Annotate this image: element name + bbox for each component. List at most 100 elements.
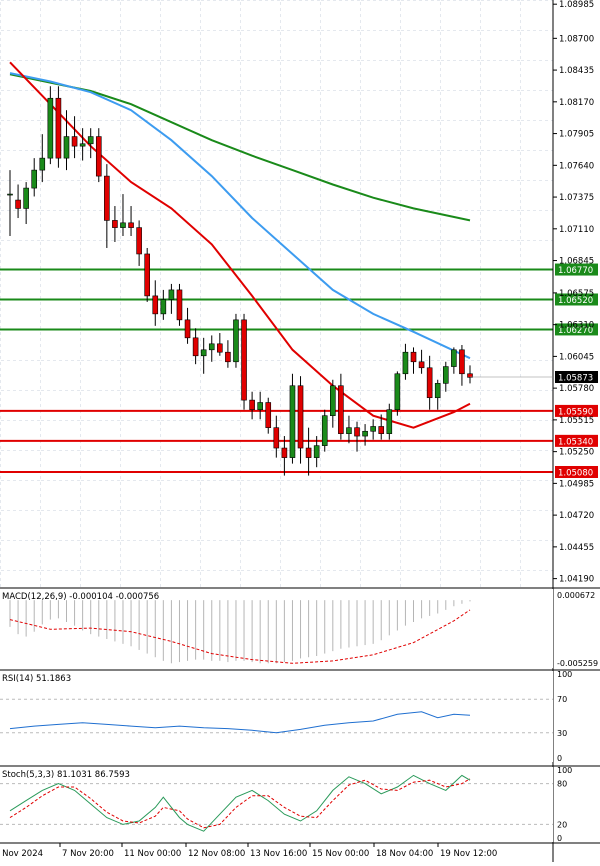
price-tick-label: 1.06310 xyxy=(559,321,594,331)
bull-candle xyxy=(208,343,215,351)
price-tick-label: 1.07110 xyxy=(559,225,594,235)
bull-candle xyxy=(346,427,352,434)
bear-candle xyxy=(467,373,473,378)
bull-candle xyxy=(313,445,320,458)
bear-candle xyxy=(410,351,417,363)
bull-candle xyxy=(47,97,54,159)
level-price-label: 1.06270 xyxy=(558,326,593,336)
bear-candle xyxy=(241,319,247,401)
time-tick-label: 19 Nov 12:00 xyxy=(440,849,497,859)
stoch-axis-label: 100 xyxy=(557,766,572,775)
bull-candle xyxy=(370,426,376,432)
price-tick-label: 1.04455 xyxy=(559,543,594,553)
time-tick-label: 7 Nov 20:00 xyxy=(62,849,114,859)
macd-signal-line xyxy=(9,609,471,664)
bear-candle xyxy=(136,227,142,255)
time-tick-label: 6 Nov 2024 xyxy=(0,849,43,859)
price-tick-label: 1.08985 xyxy=(559,0,594,10)
price-tick-label: 1.05780 xyxy=(559,384,594,394)
bear-candle xyxy=(217,343,223,353)
bull-candle xyxy=(120,222,126,228)
rsi-axis-label: 70 xyxy=(557,695,567,704)
time-tick-label: 11 Nov 00:00 xyxy=(124,849,181,859)
price-tick-label: 1.05250 xyxy=(559,448,594,458)
bear-candle xyxy=(273,427,280,449)
bear-candle xyxy=(354,427,360,437)
price-tick-label: 1.06575 xyxy=(559,289,594,299)
stoch-axis-label: 0 xyxy=(557,834,562,843)
bear-candle xyxy=(104,175,110,221)
price-tick-label: 1.08700 xyxy=(559,34,594,44)
bull-candle xyxy=(160,299,167,315)
bear-candle xyxy=(144,253,150,297)
level-price-label: 1.05590 xyxy=(558,407,593,417)
bear-candle xyxy=(192,337,199,357)
price-tick-label: 1.07640 xyxy=(559,161,594,171)
bear-candle xyxy=(426,367,433,399)
bull-candle xyxy=(23,187,29,209)
bull-candle xyxy=(402,351,409,375)
bear-candle xyxy=(297,385,304,449)
bull-candle xyxy=(434,383,441,399)
bear-candle xyxy=(71,136,78,147)
level-price-label: 1.05080 xyxy=(558,468,593,478)
time-tick-label: 18 Nov 04:00 xyxy=(376,849,433,859)
price-tick-label: 1.08435 xyxy=(559,66,594,76)
level-price-tag xyxy=(555,434,598,447)
macd-title: MACD(12,26,9) -0.000104 -0.000756 xyxy=(2,592,159,602)
bull-candle xyxy=(394,373,401,411)
price-tick-label: 1.05515 xyxy=(559,416,594,426)
price-tick-label: 1.07375 xyxy=(559,193,594,203)
level-price-label: 1.06520 xyxy=(558,296,593,306)
bull-candle xyxy=(386,409,393,434)
bear-candle xyxy=(281,447,288,458)
bear-candle xyxy=(152,295,159,315)
stoch-axis-label: 20 xyxy=(557,820,567,829)
bull-candle xyxy=(7,193,13,196)
bear-candle xyxy=(15,199,21,209)
stoch-title: Stoch(5,3,3) 81.1031 86.7593 xyxy=(2,770,130,780)
price-tick-label: 1.06045 xyxy=(559,352,594,362)
bear-candle xyxy=(338,385,344,434)
bear-candle xyxy=(176,289,183,321)
bull-candle xyxy=(87,136,94,145)
bear-candle xyxy=(249,399,255,411)
bear-candle xyxy=(459,349,465,375)
price-tick-label: 1.08170 xyxy=(559,98,594,108)
level-price-tag xyxy=(555,465,598,478)
price-tick-label: 1.04720 xyxy=(559,511,594,521)
bear-candle xyxy=(378,426,385,434)
stoch-panel xyxy=(0,767,553,842)
level-price-tag xyxy=(555,404,598,417)
moving-average-line xyxy=(9,72,471,360)
bull-candle xyxy=(289,385,296,458)
bull-candle xyxy=(168,289,175,300)
level-price-tag xyxy=(555,263,598,276)
price-tick-label: 1.04190 xyxy=(559,575,594,585)
bear-candle xyxy=(128,222,134,228)
bear-candle xyxy=(184,319,191,339)
price-grid xyxy=(0,0,553,587)
rsi-axis-label: 100 xyxy=(557,670,572,679)
level-price-tag xyxy=(555,323,598,336)
bear-candle xyxy=(305,447,312,458)
bull-candle xyxy=(442,366,449,384)
current-price-label: 1.05873 xyxy=(558,373,593,383)
stoch-axis-label: 80 xyxy=(557,780,567,789)
level-price-tag xyxy=(555,293,598,306)
price-tick-label: 1.07905 xyxy=(559,130,594,140)
bull-candle xyxy=(451,349,457,367)
level-price-label: 1.06770 xyxy=(558,266,593,276)
stoch-main-line xyxy=(9,774,471,832)
rsi-axis-label: 0 xyxy=(557,754,562,763)
bull-candle xyxy=(257,402,263,411)
bull-candle xyxy=(63,136,70,159)
time-tick-label: 12 Nov 08:00 xyxy=(188,849,245,859)
bull-candle xyxy=(79,143,86,147)
bull-candle xyxy=(31,169,38,189)
level-price-label: 1.05340 xyxy=(558,437,593,447)
rsi-line xyxy=(9,711,471,734)
bull-candle xyxy=(330,385,336,416)
bear-candle xyxy=(225,351,231,363)
